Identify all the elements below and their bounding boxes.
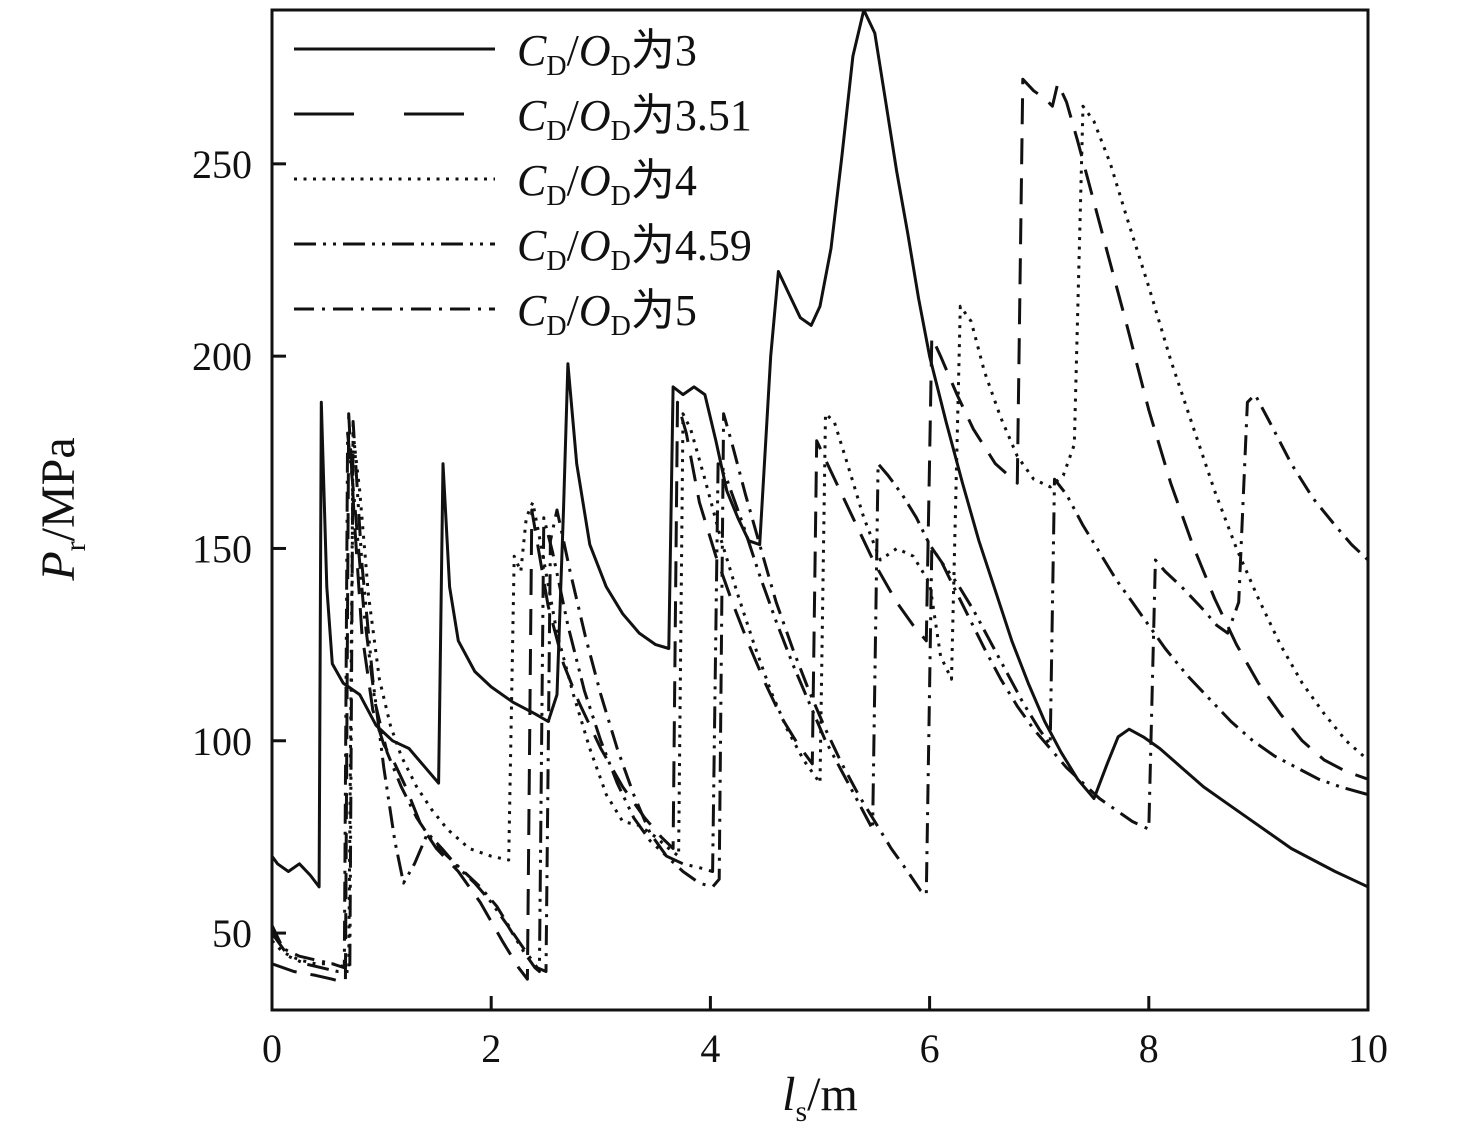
legend-item-label: CD/OD为3 xyxy=(517,26,697,82)
x-tick-label: 2 xyxy=(481,1026,501,1071)
y-axis-label: Pr/MPa xyxy=(31,437,93,580)
legend-item-label: CD/OD为3.51 xyxy=(517,91,752,147)
x-axis-label: ls/m xyxy=(782,1067,858,1129)
legend-item-label: CD/OD为5 xyxy=(517,286,697,342)
legend-item: CD/OD为4.59 xyxy=(292,211,752,277)
legend: CD/OD为3 CD/OD为3.51 CD/OD为4 CD/OD为4.59 CD/OD为… xyxy=(292,16,752,342)
x-tick-label: 8 xyxy=(1139,1026,1159,1071)
dash-dot-line-sample-icon xyxy=(294,307,495,310)
y-tick-label: 150 xyxy=(192,526,252,571)
y-axis-subscript: r xyxy=(58,541,92,552)
legend-item: CD/OD为5 xyxy=(292,276,752,342)
legend-item: CD/OD为3 xyxy=(292,16,752,82)
legend-item: CD/OD为4 xyxy=(292,146,752,212)
x-tick-label: 0 xyxy=(262,1026,282,1071)
y-tick-label: 100 xyxy=(192,719,252,764)
legend-item: CD/OD为3.51 xyxy=(292,81,752,147)
y-tick-label: 50 xyxy=(212,911,252,956)
plot-border xyxy=(270,8,1370,1012)
legend-item-label: CD/OD为4 xyxy=(517,156,697,212)
series-line-4.59 xyxy=(272,420,1368,973)
x-tick-label: 10 xyxy=(1348,1026,1388,1071)
x-tick-label: 6 xyxy=(920,1026,940,1071)
series-line-4 xyxy=(272,104,1368,970)
dotted-line-sample-icon xyxy=(294,177,495,180)
series-line-5 xyxy=(272,393,1368,973)
series-line-3.51 xyxy=(272,77,1368,985)
y-tick-label: 200 xyxy=(192,334,252,379)
solid-line-sample-icon xyxy=(294,47,495,50)
dash-dot-dot-line-sample-icon xyxy=(294,242,495,245)
x-axis-unit: /m xyxy=(807,1068,858,1122)
x-tick-label: 4 xyxy=(700,1026,720,1071)
long-dash-line-sample-icon xyxy=(294,112,495,115)
x-axis-symbol: l xyxy=(782,1068,796,1122)
series-line-3 xyxy=(272,10,1368,889)
y-axis-unit: /MPa xyxy=(32,437,86,542)
x-axis-subscript: s xyxy=(795,1094,808,1128)
series-group xyxy=(272,10,1368,985)
y-tick-label: 250 xyxy=(192,142,252,187)
legend-item-label: CD/OD为4.59 xyxy=(517,221,752,277)
y-axis-symbol: P xyxy=(32,551,86,581)
